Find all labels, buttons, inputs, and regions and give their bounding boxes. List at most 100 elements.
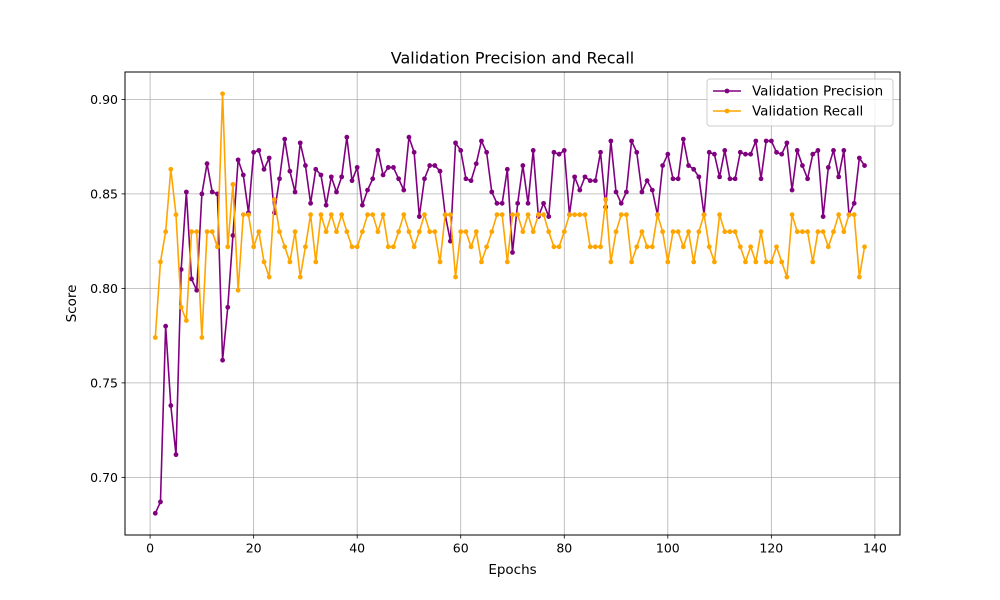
data-point-recall (359, 229, 365, 235)
data-point-recall (261, 259, 267, 265)
data-point-recall (235, 287, 241, 293)
data-point-precision (168, 403, 174, 408)
data-point-precision (354, 165, 360, 170)
data-point-recall (499, 212, 505, 218)
data-point-recall (717, 212, 722, 218)
data-point-recall (670, 229, 676, 235)
data-point-recall (246, 212, 251, 218)
data-point-recall (370, 212, 376, 218)
data-point-precision (510, 250, 515, 255)
data-point-precision (763, 138, 769, 144)
data-point-recall (442, 212, 448, 218)
data-point-recall (743, 259, 748, 265)
data-point-precision (629, 138, 634, 144)
data-point-recall (592, 244, 598, 250)
data-point-precision (396, 176, 402, 182)
data-point-recall (836, 212, 842, 218)
data-point-precision (411, 149, 417, 155)
data-point-recall (173, 212, 179, 218)
data-point-recall (763, 259, 769, 265)
data-point-precision (318, 172, 324, 178)
data-point-precision (706, 149, 712, 155)
data-point-recall (820, 229, 826, 235)
data-point-recall (287, 259, 293, 265)
data-point-recall (660, 229, 666, 235)
data-point-recall (800, 229, 805, 235)
data-point-precision (463, 176, 469, 182)
data-point-precision (748, 151, 754, 157)
data-point-precision (499, 200, 505, 206)
data-point-recall (551, 244, 557, 250)
data-point-recall (256, 229, 262, 235)
data-point-recall (510, 212, 515, 218)
data-point-recall (178, 304, 184, 310)
data-point-recall (623, 212, 629, 218)
data-point-recall (846, 212, 852, 218)
data-point-recall (665, 259, 671, 265)
data-point-precision (282, 136, 288, 142)
data-point-precision (473, 161, 479, 167)
data-point-precision (199, 191, 205, 197)
data-point-recall (297, 274, 303, 280)
data-point-recall (339, 212, 345, 218)
data-point-precision (287, 168, 293, 174)
data-point-recall (530, 229, 536, 235)
data-point-precision (437, 168, 443, 174)
data-point-precision (220, 357, 225, 363)
data-point-precision (251, 149, 257, 155)
data-point-recall (215, 244, 220, 250)
data-point-precision (743, 151, 748, 157)
data-point-precision (349, 178, 355, 184)
data-point-precision (768, 138, 774, 144)
data-point-precision (313, 166, 319, 172)
data-point-precision (587, 178, 593, 184)
data-point-recall (385, 244, 391, 250)
data-point-recall (701, 212, 707, 218)
data-point-recall (230, 182, 236, 187)
data-point-recall (691, 259, 697, 265)
data-point-recall (520, 229, 526, 235)
data-point-precision (292, 189, 298, 195)
grid-lines (125, 72, 900, 535)
data-point-recall (815, 229, 821, 235)
data-point-precision (789, 187, 795, 193)
data-point-precision (427, 163, 433, 168)
data-point-recall (152, 335, 158, 340)
data-point-recall (841, 229, 847, 235)
series-precision (152, 134, 867, 516)
data-point-recall (572, 212, 578, 218)
data-point-precision (856, 155, 862, 161)
y-tick-label: 0.85 (90, 186, 118, 201)
data-point-recall (649, 244, 655, 250)
data-point-recall (753, 259, 759, 265)
data-point-precision (623, 189, 629, 195)
data-point-precision (447, 238, 453, 244)
data-point-precision (328, 174, 334, 180)
data-point-recall (375, 229, 381, 235)
data-point-recall (504, 259, 510, 265)
data-point-precision (572, 174, 578, 180)
data-point-recall (277, 229, 282, 235)
data-point-recall (706, 244, 712, 250)
data-point-recall (862, 244, 867, 250)
data-point-recall (318, 212, 324, 218)
x-tick-label: 140 (863, 541, 887, 556)
data-point-precision (779, 151, 785, 157)
data-point-precision (432, 163, 438, 168)
data-point-precision (375, 148, 381, 153)
data-point-precision (717, 174, 722, 180)
data-point-precision (561, 148, 567, 153)
data-point-precision (592, 178, 598, 184)
chart-title: Validation Precision and Recall (391, 49, 635, 68)
data-point-recall (422, 212, 427, 218)
data-point-precision (618, 200, 624, 206)
data-point-recall (225, 244, 231, 250)
data-point-precision (152, 510, 158, 516)
data-point-recall (561, 229, 567, 235)
data-point-recall (758, 229, 764, 235)
data-point-recall (334, 229, 339, 235)
data-point-recall (344, 229, 350, 235)
data-point-recall (447, 212, 453, 218)
data-point-precision (158, 499, 163, 505)
